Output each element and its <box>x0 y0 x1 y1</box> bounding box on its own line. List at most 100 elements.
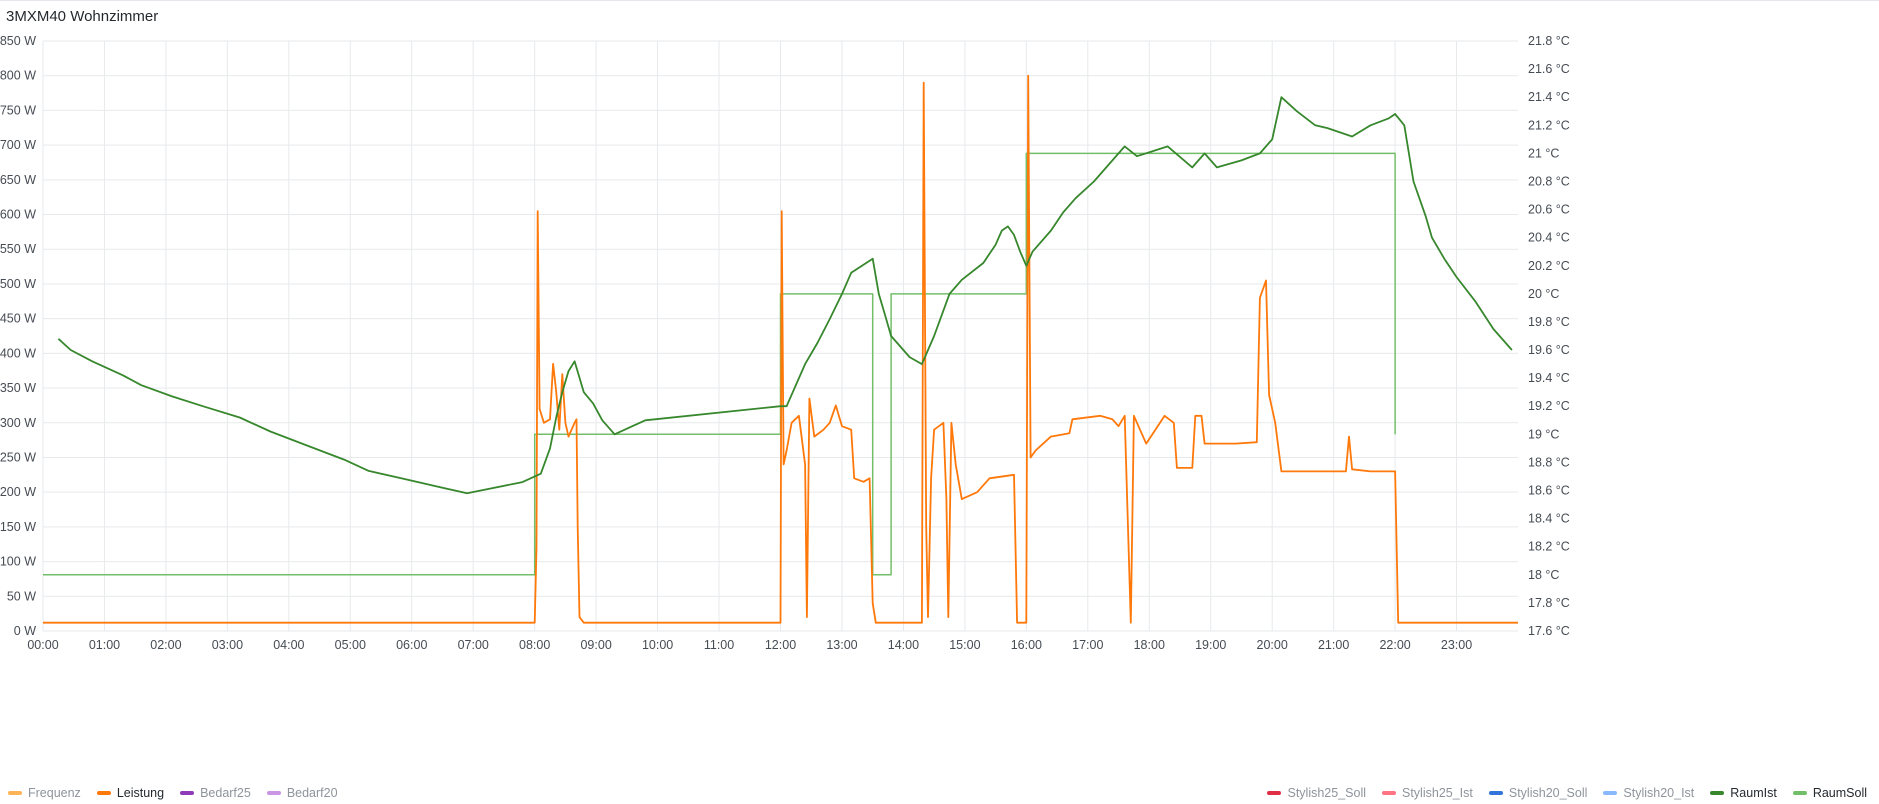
series-line-leistung <box>43 74 1518 624</box>
time-series-chart[interactable]: 0 W 50 W 100 W 150 W 200 W 250 W 300 W 350 W 400… <box>0 1 1879 781</box>
y-left-tick-label: 700 W <box>0 138 36 152</box>
grid <box>42 40 1518 632</box>
y-right-tick-label: 17.6 °C <box>1528 624 1570 638</box>
legend-item-raumist[interactable]: RaumIst <box>1710 786 1777 800</box>
x-tick-label: 17:00 <box>1072 638 1103 652</box>
x-tick-label: 04:00 <box>273 638 304 652</box>
x-tick-label: 20:00 <box>1257 638 1288 652</box>
y-right-tick-label: 21.2 °C <box>1528 118 1570 132</box>
x-tick-label: 23:00 <box>1441 638 1472 652</box>
x-tick-label: 13:00 <box>826 638 857 652</box>
legend-label: Stylish20_Soll <box>1508 786 1588 800</box>
y-right-tick-label: 19.2 °C <box>1528 399 1570 413</box>
x-tick-label: 21:00 <box>1318 638 1349 652</box>
legend-swatch <box>1267 791 1282 795</box>
legend-swatch <box>1488 791 1503 795</box>
legend-swatch <box>8 791 22 795</box>
legend-label: RaumSoll <box>1812 786 1867 800</box>
y-right-tick-label: 18.2 °C <box>1528 540 1570 554</box>
x-tick-label: 22:00 <box>1379 638 1410 652</box>
x-tick-label: 01:00 <box>89 638 120 652</box>
legend-item-stylish25_ist[interactable]: Stylish25_Ist <box>1382 786 1473 800</box>
x-tick-label: 11:00 <box>704 638 734 652</box>
y-right-tick-label: 21 °C <box>1528 146 1559 160</box>
y-right-tick-label: 18.6 °C <box>1528 484 1570 498</box>
legend-swatch <box>1382 791 1396 795</box>
right-axis-ticks: 17.6 °C 17.8 °C 18 °C 18.2 °C 18.4 °C 18.6 °C… <box>1528 34 1570 638</box>
y-right-tick-label: 19.6 °C <box>1528 343 1570 357</box>
legend-swatch <box>1792 791 1807 795</box>
y-left-tick-label: 800 W <box>0 69 36 83</box>
series-lines <box>43 74 1518 624</box>
x-tick-label: 14:00 <box>888 638 919 652</box>
legend-item-stylish25_soll[interactable]: Stylish25_Soll <box>1267 786 1366 800</box>
legend-swatch <box>1710 791 1725 795</box>
x-tick-label: 03:00 <box>212 638 243 652</box>
y-left-tick-label: 550 W <box>0 242 36 256</box>
y-left-tick-label: 200 W <box>0 485 36 499</box>
x-tick-label: 08:00 <box>519 638 550 652</box>
x-tick-label: 12:00 <box>765 638 796 652</box>
x-tick-label: 06:00 <box>396 638 427 652</box>
y-right-tick-label: 19.4 °C <box>1528 371 1570 385</box>
y-right-tick-label: 19.8 °C <box>1528 315 1570 329</box>
x-tick-label: 19:00 <box>1195 638 1226 652</box>
y-left-tick-label: 650 W <box>0 173 36 187</box>
x-tick-label: 16:00 <box>1011 638 1042 652</box>
legend-label: Bedarf20 <box>286 786 338 800</box>
x-tick-label: 09:00 <box>580 638 611 652</box>
y-right-tick-label: 20.4 °C <box>1528 231 1570 245</box>
y-right-tick-label: 18.4 °C <box>1528 512 1570 526</box>
y-right-tick-label: 21.8 °C <box>1528 34 1570 48</box>
y-left-tick-label: 400 W <box>0 346 36 360</box>
x-tick-label: 07:00 <box>458 638 489 652</box>
x-tick-label: 15:00 <box>949 638 980 652</box>
y-left-tick-label: 450 W <box>0 312 36 326</box>
y-left-tick-label: 750 W <box>0 103 36 117</box>
legend-item-stylish20_soll[interactable]: Stylish20_Soll <box>1488 786 1588 800</box>
y-right-tick-label: 21.6 °C <box>1528 62 1570 76</box>
legend-label: Frequenz <box>28 786 81 800</box>
y-right-tick-label: 20.6 °C <box>1528 203 1570 217</box>
x-tick-label: 00:00 <box>27 638 58 652</box>
y-left-tick-label: 150 W <box>0 520 36 534</box>
y-left-tick-label: 300 W <box>0 416 36 430</box>
legend-swatch <box>1603 791 1618 795</box>
x-tick-label: 05:00 <box>335 638 366 652</box>
y-right-tick-label: 20.8 °C <box>1528 174 1570 188</box>
series-line-raumist <box>57 96 1513 495</box>
legend-item-leistung[interactable]: Leistung <box>96 786 165 800</box>
legend-item-frequenz[interactable]: Frequenz <box>8 786 81 800</box>
y-left-tick-label: 50 W <box>7 589 36 603</box>
legend-right: Stylish25_Soll Stylish25_Ist Stylish20_Sol… <box>1251 785 1867 801</box>
y-right-tick-label: 18 °C <box>1528 568 1559 582</box>
y-left-tick-label: 100 W <box>0 555 36 569</box>
legend-item-stylish20_ist[interactable]: Stylish20_Ist <box>1603 786 1694 800</box>
y-right-tick-label: 20 °C <box>1528 287 1559 301</box>
y-right-tick-label: 19 °C <box>1528 427 1559 441</box>
legend-item-raumsoll[interactable]: RaumSoll <box>1792 786 1867 800</box>
panel-title[interactable]: 3MXM40 Wohnzimmer <box>6 8 159 25</box>
legend-label: Stylish20_Ist <box>1623 786 1695 800</box>
y-right-tick-label: 21.4 °C <box>1528 90 1570 104</box>
y-left-tick-label: 850 W <box>0 34 36 48</box>
legend-item-bedarf20[interactable]: Bedarf20 <box>266 786 338 800</box>
legend-item-bedarf25[interactable]: Bedarf25 <box>180 786 251 800</box>
x-axis-ticks: 00:00 01:00 02:00 03:00 04:00 05:00 06:00 07:00… <box>27 638 1472 652</box>
left-axis-ticks: 0 W 50 W 100 W 150 W 200 W 250 W 300 W 350 W 400… <box>0 34 36 638</box>
y-left-tick-label: 250 W <box>0 450 36 464</box>
legend-label: Stylish25_Ist <box>1402 786 1473 800</box>
legend-swatch <box>180 791 195 795</box>
y-left-tick-label: 500 W <box>0 277 36 291</box>
legend-swatch <box>96 791 111 795</box>
y-left-tick-label: 600 W <box>0 208 36 222</box>
y-right-tick-label: 17.8 °C <box>1528 596 1570 610</box>
legend-label: Leistung <box>116 786 165 800</box>
x-tick-label: 18:00 <box>1134 638 1165 652</box>
legend-left: Frequenz Leistung Bedarf25 Bedarf20 <box>8 785 354 801</box>
legend-swatch <box>266 791 281 795</box>
x-tick-label: 02:00 <box>150 638 181 652</box>
y-left-tick-label: 0 W <box>14 624 36 638</box>
x-tick-label: 10:00 <box>642 638 673 652</box>
